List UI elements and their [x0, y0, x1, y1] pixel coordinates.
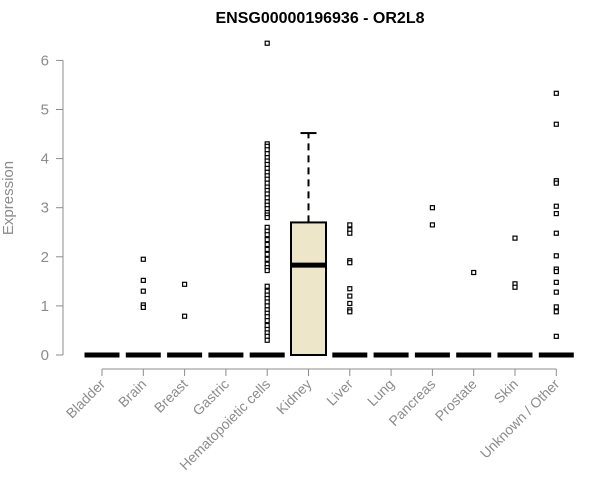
outlier-point — [182, 281, 188, 287]
chart-title: ENSG00000196936 - OR2L8 — [215, 10, 424, 27]
outlier-point — [429, 205, 435, 211]
box-group — [290, 132, 327, 356]
outlier-point — [264, 40, 270, 46]
box-group — [167, 281, 203, 358]
box-group — [332, 222, 368, 358]
outlier-point — [347, 300, 353, 307]
x-tick-label: Kidney — [273, 376, 315, 418]
x-tick-label: Brain — [115, 376, 149, 410]
outlier-point — [182, 313, 188, 319]
outlier-point — [553, 304, 559, 310]
outlier-point — [140, 288, 146, 294]
outlier-point — [264, 256, 270, 262]
y-tick-label: 1 — [41, 298, 49, 315]
outlier-point — [347, 230, 353, 236]
outlier-point — [347, 293, 353, 299]
outlier-point — [471, 269, 477, 276]
y-tick-label: 6 — [41, 52, 49, 69]
y-tick-label: 4 — [41, 151, 49, 168]
outlier-point — [347, 222, 353, 228]
outlier-point — [264, 283, 270, 289]
x-tick-label: Prostate — [432, 376, 480, 424]
outlier-point — [347, 260, 353, 266]
outlier-point — [140, 277, 146, 283]
x-tick-label: Skin — [491, 376, 522, 407]
box-group — [497, 235, 533, 358]
outlier-point — [553, 333, 559, 339]
box-group — [414, 205, 450, 358]
outlier-point — [553, 230, 559, 236]
outlier-point — [264, 246, 270, 253]
outlier-point — [140, 304, 146, 310]
outlier-point — [553, 268, 559, 275]
box-group — [125, 256, 161, 358]
outlier-point — [553, 309, 559, 315]
y-axis-label: Expression — [0, 161, 17, 235]
box-series — [84, 40, 574, 358]
x-tick-label: Liver — [323, 376, 356, 409]
outlier-point — [264, 318, 270, 324]
outlier-point — [347, 309, 353, 315]
outlier-point — [512, 235, 518, 241]
outlier-point — [264, 267, 270, 274]
outlier-point — [347, 286, 353, 292]
y-tick-label: 0 — [41, 347, 49, 364]
outlier-point — [264, 214, 270, 221]
outlier-point — [553, 289, 559, 295]
outlier-point — [264, 241, 270, 248]
outlier-point — [264, 232, 270, 238]
outlier-point — [140, 256, 146, 262]
x-tick-label: Breast — [151, 376, 191, 416]
x-tick-label: Bladder — [63, 376, 109, 422]
outlier-point — [553, 90, 559, 96]
outlier-point — [264, 237, 270, 243]
box-group — [249, 40, 285, 358]
outlier-point — [553, 203, 559, 209]
outlier-point — [264, 251, 270, 257]
x-tick-label: Lung — [364, 376, 397, 409]
box-group — [538, 90, 574, 358]
outlier-point — [512, 284, 518, 290]
y-tick-label: 5 — [41, 102, 49, 119]
y-tick-label: 3 — [41, 200, 49, 217]
box-group — [456, 269, 492, 358]
outlier-point — [553, 279, 559, 285]
outlier-point — [553, 180, 559, 186]
outlier-point — [553, 253, 559, 259]
outlier-point — [264, 337, 270, 343]
box-iqr — [290, 221, 327, 356]
y-axis: 0 1 2 3 4 5 6 — [41, 52, 64, 364]
outlier-point — [429, 222, 435, 228]
outlier-point — [553, 210, 559, 217]
outlier-point — [553, 121, 559, 127]
y-tick-label: 2 — [41, 249, 49, 266]
